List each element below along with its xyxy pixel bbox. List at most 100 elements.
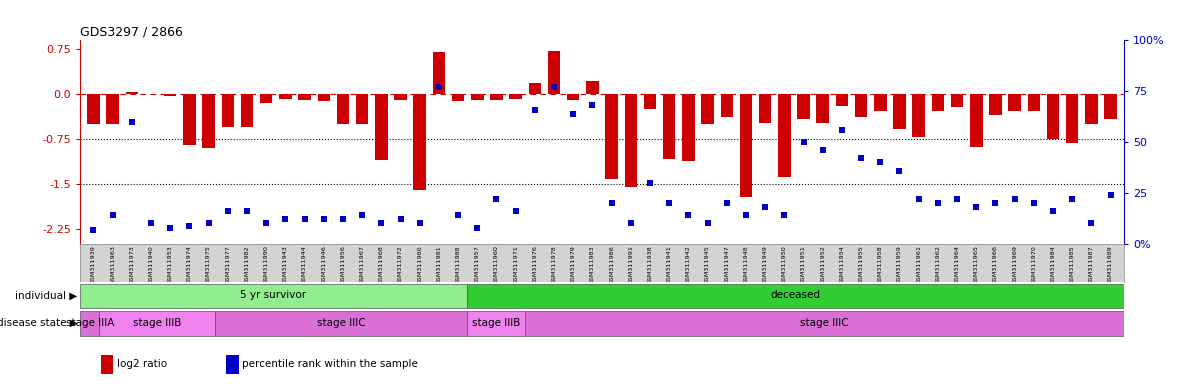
Bar: [491, 94, 503, 100]
Text: stage IIIC: stage IIIC: [800, 318, 849, 328]
Bar: [260, 94, 272, 103]
Point: [161, 225, 180, 231]
Text: GSM311944: GSM311944: [302, 245, 307, 284]
Text: GSM311963: GSM311963: [111, 245, 115, 284]
Text: GSM311984: GSM311984: [1051, 245, 1056, 284]
Point: [890, 167, 909, 174]
Bar: [99, 311, 215, 336]
Point: [947, 196, 966, 202]
Point: [506, 208, 525, 214]
Point: [487, 196, 506, 202]
Bar: [101, 355, 113, 374]
Text: GSM311939: GSM311939: [91, 245, 97, 284]
Point: [871, 159, 890, 166]
Point: [774, 212, 793, 218]
Point: [1005, 196, 1024, 202]
Point: [1024, 200, 1043, 206]
Text: GSM311988: GSM311988: [455, 245, 460, 284]
Text: GSM311981: GSM311981: [437, 245, 441, 284]
Point: [468, 225, 487, 231]
Text: stage IIIB: stage IIIB: [133, 318, 181, 328]
Text: GSM311950: GSM311950: [782, 245, 787, 284]
Text: 5 yr survivor: 5 yr survivor: [240, 290, 306, 300]
Text: GSM311991: GSM311991: [629, 245, 633, 285]
Text: stage IIIA: stage IIIA: [66, 318, 114, 328]
Point: [84, 227, 102, 233]
Text: stage IIIB: stage IIIB: [472, 318, 520, 328]
Bar: [525, 311, 1124, 336]
Bar: [241, 94, 253, 127]
Text: GSM311955: GSM311955: [858, 245, 864, 284]
Bar: [759, 94, 771, 123]
Text: GSM311968: GSM311968: [379, 245, 384, 284]
Text: GSM311978: GSM311978: [552, 245, 557, 284]
Text: stage IIIC: stage IIIC: [317, 318, 365, 328]
Point: [621, 220, 640, 227]
Text: GSM311986: GSM311986: [610, 245, 614, 284]
Bar: [989, 94, 1002, 115]
Bar: [80, 283, 467, 308]
Point: [122, 119, 141, 125]
Bar: [87, 94, 100, 124]
Bar: [875, 94, 886, 111]
Bar: [1104, 94, 1117, 119]
Text: GSM311962: GSM311962: [936, 245, 940, 284]
Point: [679, 212, 698, 218]
Text: GDS3297 / 2866: GDS3297 / 2866: [80, 25, 182, 38]
Bar: [683, 94, 694, 161]
Bar: [184, 94, 195, 145]
Bar: [298, 94, 311, 100]
Bar: [106, 94, 119, 124]
Text: GSM311965: GSM311965: [973, 245, 979, 284]
Bar: [739, 94, 752, 197]
Text: GSM311941: GSM311941: [666, 245, 672, 284]
Point: [333, 216, 352, 222]
Text: GSM311952: GSM311952: [820, 245, 825, 284]
Bar: [215, 311, 467, 336]
Point: [372, 220, 391, 227]
Text: GSM311983: GSM311983: [590, 245, 594, 284]
Bar: [355, 94, 368, 124]
Bar: [817, 94, 829, 123]
Point: [448, 212, 467, 218]
Bar: [567, 94, 579, 100]
Point: [257, 220, 275, 227]
Bar: [701, 94, 713, 124]
Text: GSM311953: GSM311953: [168, 245, 173, 284]
Text: GSM311945: GSM311945: [705, 245, 710, 284]
Point: [832, 127, 851, 133]
Point: [141, 220, 160, 227]
Text: GSM311951: GSM311951: [802, 245, 806, 284]
Point: [430, 84, 448, 90]
Bar: [202, 94, 215, 148]
Bar: [836, 94, 849, 106]
Text: deceased: deceased: [771, 290, 820, 300]
Point: [564, 111, 583, 117]
Point: [794, 139, 813, 145]
Text: GSM311974: GSM311974: [187, 245, 192, 284]
Bar: [510, 94, 521, 99]
Point: [1082, 220, 1100, 227]
Text: individual ▶: individual ▶: [15, 291, 78, 301]
Bar: [547, 51, 560, 94]
Bar: [433, 52, 445, 94]
Bar: [375, 94, 387, 160]
Point: [525, 106, 544, 113]
Bar: [528, 83, 541, 94]
Text: GSM311961: GSM311961: [916, 245, 922, 285]
Point: [295, 216, 314, 222]
Point: [391, 216, 410, 222]
Text: GSM311990: GSM311990: [264, 245, 268, 284]
Point: [756, 204, 774, 210]
Text: GSM311958: GSM311958: [878, 245, 883, 284]
Point: [1044, 208, 1063, 214]
Text: GSM311975: GSM311975: [206, 245, 211, 284]
Text: GSM311957: GSM311957: [474, 245, 480, 284]
Bar: [912, 94, 925, 137]
Text: GSM311966: GSM311966: [993, 245, 998, 285]
Point: [603, 200, 621, 206]
Point: [813, 147, 832, 153]
Bar: [970, 94, 983, 147]
Text: GSM311943: GSM311943: [282, 245, 288, 284]
Bar: [279, 94, 292, 99]
